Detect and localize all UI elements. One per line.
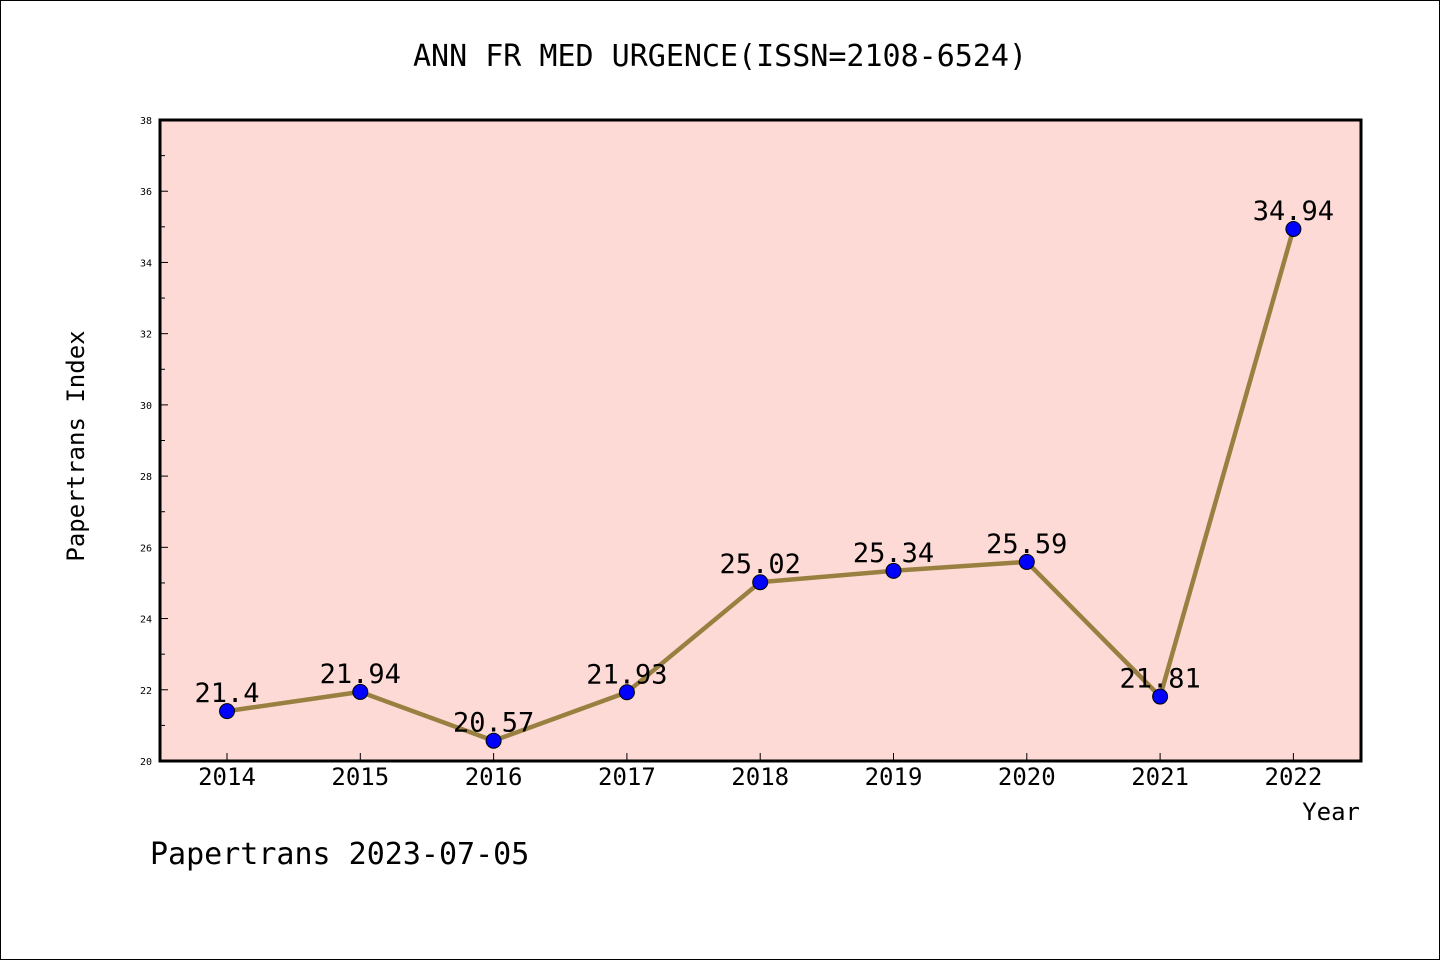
y-tick-label: 26 (140, 543, 152, 554)
x-tick-label: 2018 (731, 763, 789, 791)
data-point-marker (752, 574, 769, 591)
footer-credit: Papertrans 2023-07-05 (150, 837, 529, 872)
data-point-marker (219, 703, 235, 720)
data-label: 21.94 (320, 659, 401, 690)
y-tick-label: 30 (140, 401, 152, 412)
y-tick-label: 34 (140, 258, 152, 269)
data-label: 21.81 (1119, 664, 1200, 695)
data-label: 20.57 (453, 708, 534, 739)
y-tick-label: 38 (140, 116, 152, 127)
data-label: 21.4 (194, 678, 259, 709)
data-point-marker (618, 684, 635, 701)
y-tick-label: 20 (140, 757, 152, 768)
x-tick-label: 2022 (1265, 763, 1323, 791)
y-tick-label: 36 (140, 187, 152, 198)
y-tick-label: 32 (140, 330, 152, 341)
x-tick-label: 2019 (865, 763, 923, 791)
data-point-marker (1018, 553, 1035, 570)
data-label: 25.02 (720, 549, 801, 580)
x-tick-label: 2014 (198, 763, 256, 791)
x-tick-label: 2015 (331, 763, 389, 791)
x-tick-label: 2016 (465, 763, 523, 791)
data-point-marker (352, 683, 369, 700)
x-tick-label: 2017 (598, 763, 656, 791)
series-line-group: 21.4 21.94 20.57 21.93 25.02 25.34 25.59 21.81 3… (194, 196, 1334, 749)
plot-area (158, 118, 1363, 763)
data-point-marker (485, 732, 502, 749)
x-tick-label: 2021 (1131, 763, 1189, 791)
chart-title: ANN FR MED URGENCE(ISSN=2108-6524) (413, 39, 1027, 74)
x-axis-title: Year (1302, 798, 1360, 826)
y-tick-label: 22 (140, 686, 152, 697)
data-label: 25.34 (853, 538, 934, 569)
y-axis-title: Papertrans Index (62, 330, 90, 561)
data-point-marker (885, 562, 902, 579)
data-label: 21.93 (586, 659, 667, 690)
y-tick-label: 24 (140, 615, 152, 626)
data-point-marker (1285, 220, 1302, 237)
data-label: 34.94 (1253, 196, 1334, 227)
x-axis: 2014 2015 2016 2017 2018 2019 2020 2021 2022 (198, 753, 1322, 791)
y-axis: 20 22 24 26 28 30 32 34 36 38 (140, 116, 168, 768)
data-point-marker (1152, 688, 1169, 705)
y-tick-label: 28 (140, 472, 152, 483)
x-tick-label: 2020 (998, 763, 1056, 791)
data-label: 25.59 (986, 529, 1067, 560)
